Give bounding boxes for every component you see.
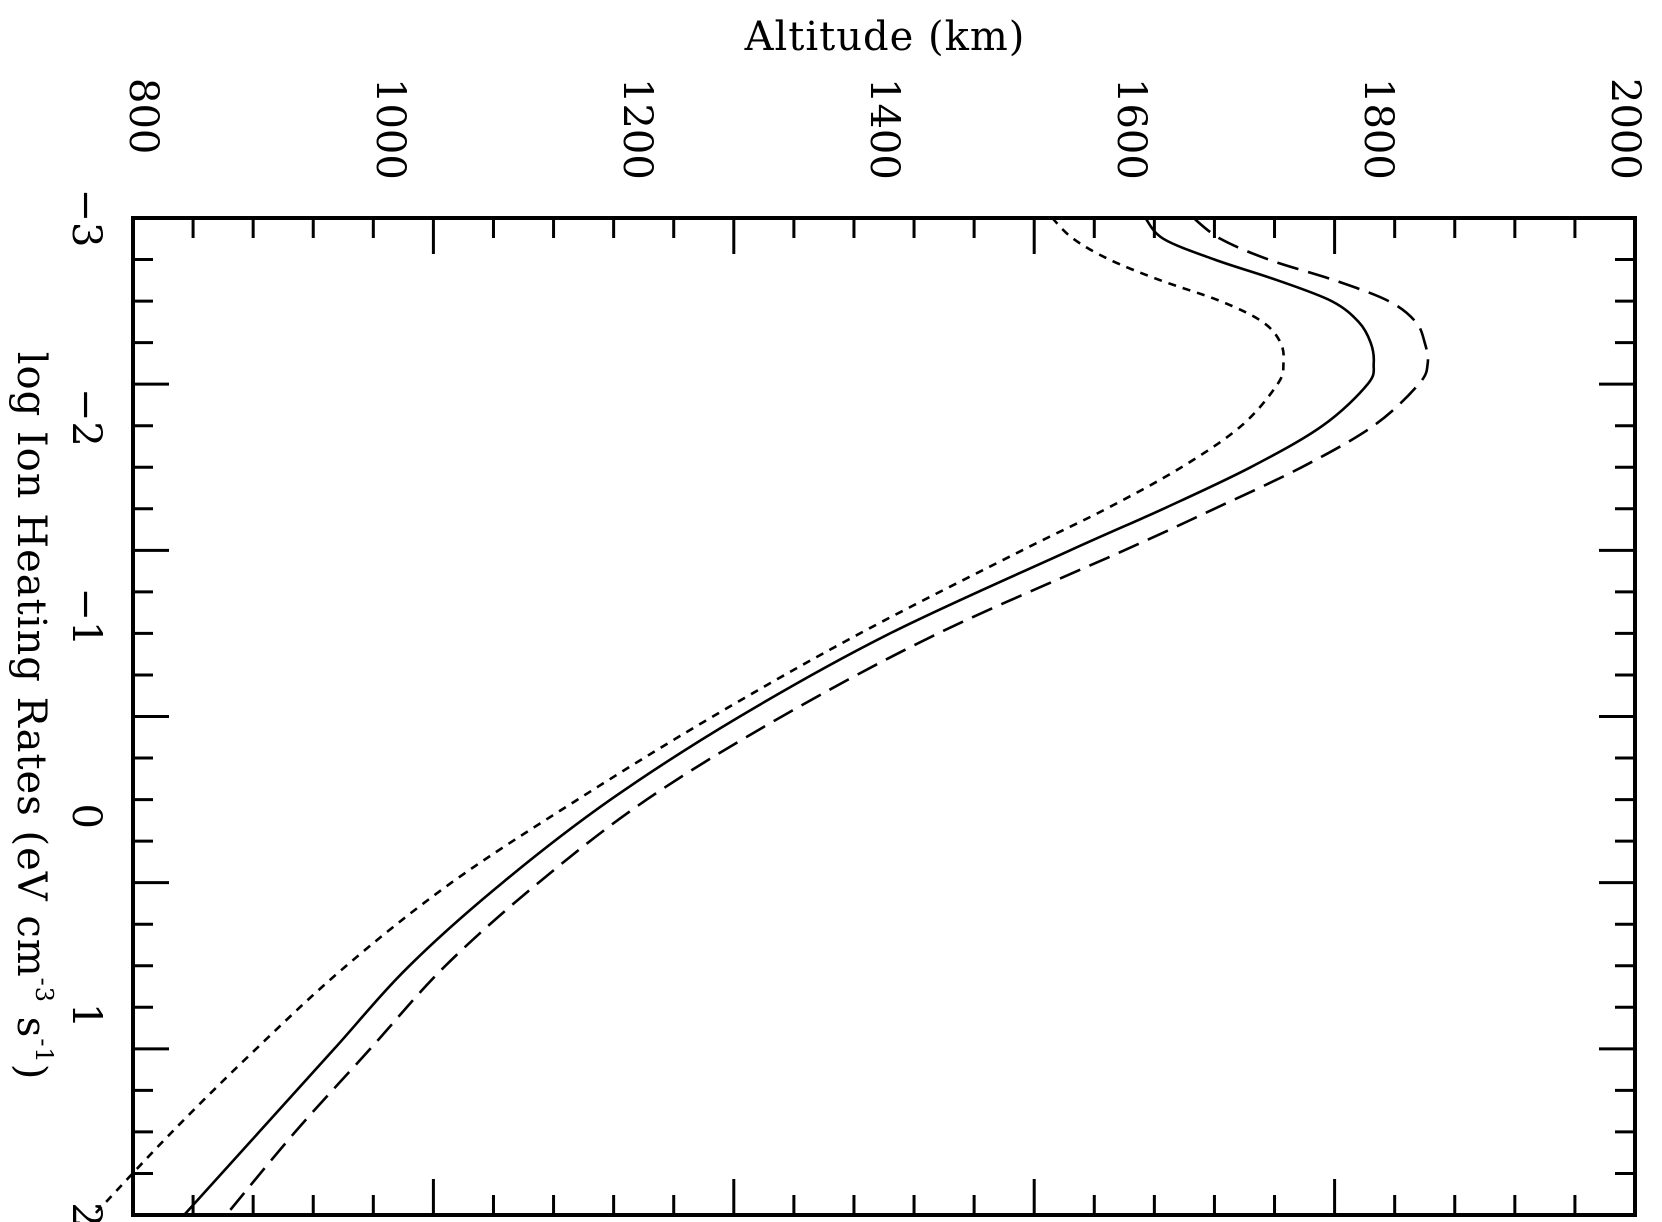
y-tick-label: 0 [63,803,109,828]
y-axis-title: log Ion Heating Rates (eV cm-3 s-1) [8,352,58,1081]
series-line-dashed [225,216,1430,1216]
y-tick-label: 2 [63,1202,109,1222]
tick-labels: 800 1000 1200 1400 1600 1800 2000 −3 −2 −1 0 1 2 [63,78,1648,1222]
x-tick-label: 2000 [1602,78,1648,180]
plot-frame [131,216,1637,1217]
y-tick-label: −2 [63,388,109,447]
series-line-solid [183,217,1376,1216]
y-axis-title-sup2: -1 [30,1038,58,1063]
y-axis-title-sup1: -3 [30,978,58,1003]
y-axis-title-mid: s [8,1003,54,1038]
y-tick-label: −3 [63,189,109,248]
x-tick-label: 1800 [1355,78,1401,180]
x-tick-label: 1200 [614,78,660,180]
ticks [131,216,1637,1217]
x-tick-label: 1600 [1108,78,1154,180]
y-tick-label: −1 [63,587,109,646]
series-layer [92,216,1430,1216]
y-axis-title-end: ) [8,1064,54,1081]
series-line-dotted [92,217,1286,1216]
x-tick-label: 800 [120,78,166,154]
x-axis-title: Altitude (km) [744,14,1026,60]
x-tick-label: 1400 [861,78,907,180]
y-tick-label: 1 [63,1003,109,1028]
y-axis-title-main: log Ion Heating Rates (eV cm [8,352,54,978]
x-tick-label: 1000 [367,78,413,180]
